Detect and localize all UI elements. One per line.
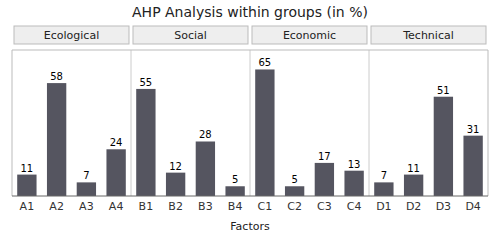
x-tick-label: A1 bbox=[20, 200, 35, 213]
data-label: 11 bbox=[21, 163, 34, 174]
data-label: 58 bbox=[50, 71, 63, 82]
x-tick-label: D3 bbox=[436, 200, 451, 213]
x-tick-label: A4 bbox=[109, 200, 124, 213]
x-tick-label: D1 bbox=[376, 200, 391, 213]
bar bbox=[166, 173, 185, 196]
data-label: 17 bbox=[318, 151, 331, 162]
group-separator bbox=[131, 50, 132, 196]
x-axis-label: Factors bbox=[230, 220, 270, 233]
x-tick-label: A2 bbox=[49, 200, 64, 213]
data-label: 5 bbox=[291, 174, 297, 185]
frame-line bbox=[488, 50, 489, 196]
group-box bbox=[252, 26, 367, 44]
data-label: 31 bbox=[467, 124, 480, 135]
chart: AHP Analysis within groups (in %) Ecologi… bbox=[0, 0, 500, 248]
bar bbox=[315, 163, 334, 196]
bar bbox=[434, 97, 453, 196]
x-tick-label: B4 bbox=[228, 200, 243, 213]
bar bbox=[404, 175, 423, 196]
data-label: 13 bbox=[348, 159, 361, 170]
bar bbox=[344, 171, 363, 196]
x-tick-label: C1 bbox=[258, 200, 273, 213]
x-axis-line bbox=[12, 196, 488, 197]
bar bbox=[47, 83, 66, 196]
bar bbox=[374, 182, 393, 196]
group-label: Ecological bbox=[44, 29, 99, 42]
bar bbox=[136, 89, 155, 196]
x-tick-label: B3 bbox=[198, 200, 213, 213]
bar bbox=[225, 186, 244, 196]
group-box bbox=[371, 26, 486, 44]
group-label: Social bbox=[174, 29, 207, 42]
data-label: 7 bbox=[83, 170, 89, 181]
data-label: 7 bbox=[381, 170, 387, 181]
bar bbox=[196, 141, 215, 196]
data-label: 55 bbox=[140, 77, 153, 88]
group-label: Economic bbox=[283, 29, 336, 42]
data-label: 65 bbox=[259, 57, 272, 68]
bar bbox=[463, 136, 482, 196]
bars bbox=[17, 69, 483, 196]
bar bbox=[285, 186, 304, 196]
group-separator bbox=[369, 50, 370, 196]
group-box bbox=[14, 26, 129, 44]
group-separator bbox=[250, 50, 251, 196]
y-axis-line bbox=[12, 50, 13, 196]
x-tick-label: D4 bbox=[465, 200, 480, 213]
x-tick-label: A3 bbox=[79, 200, 94, 213]
title: AHP Analysis within groups (in %) bbox=[132, 4, 368, 20]
x-tick-label: B1 bbox=[139, 200, 154, 213]
data-label: 11 bbox=[407, 163, 420, 174]
data-label: 12 bbox=[169, 161, 182, 172]
data-label: 51 bbox=[437, 85, 450, 96]
bar bbox=[17, 175, 36, 196]
x-tick-label: D2 bbox=[406, 200, 421, 213]
group-box bbox=[133, 26, 248, 44]
bar bbox=[106, 149, 125, 196]
data-label: 24 bbox=[110, 137, 123, 148]
x-tick-label: B2 bbox=[168, 200, 183, 213]
x-tick-label: C2 bbox=[287, 200, 302, 213]
x-tick-label: C4 bbox=[347, 200, 362, 213]
data-label: 5 bbox=[232, 174, 238, 185]
x-tick-label: C3 bbox=[317, 200, 332, 213]
bar bbox=[77, 182, 96, 196]
data-label: 28 bbox=[199, 129, 212, 140]
frame-line bbox=[12, 50, 488, 51]
group-label: Technical bbox=[402, 29, 454, 42]
bar bbox=[255, 69, 274, 196]
